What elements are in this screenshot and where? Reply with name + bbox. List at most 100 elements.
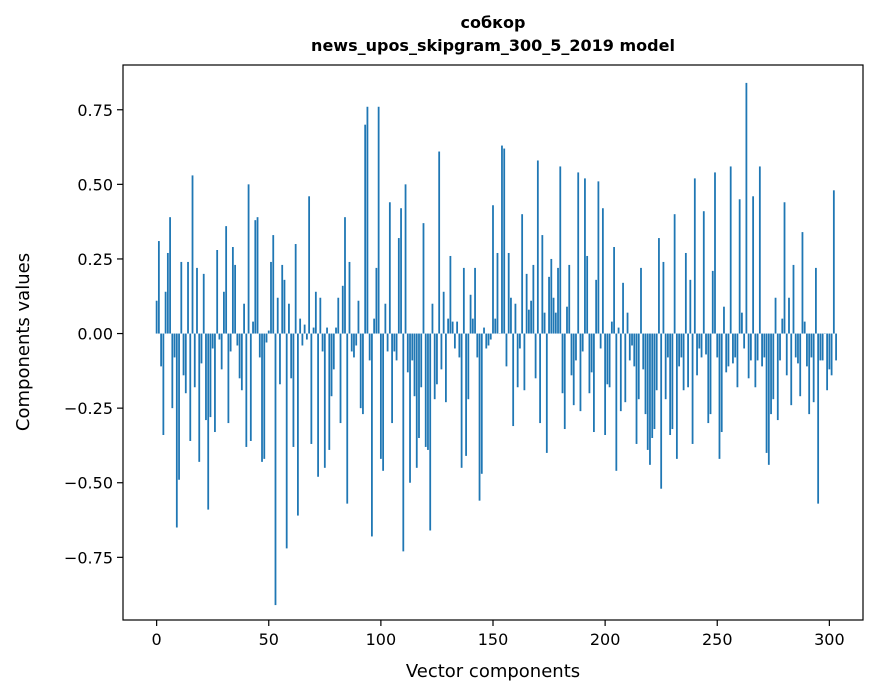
- bar-297: [821, 333, 824, 361]
- bar-253: [723, 306, 725, 334]
- bar-144: [478, 333, 481, 501]
- bar-137: [462, 267, 465, 334]
- bar-3: [162, 333, 165, 435]
- chart-title-line2: news_upos_skipgram_300_5_2019 model: [311, 36, 675, 55]
- bar-90: [357, 300, 360, 334]
- bar-122: [429, 333, 432, 531]
- bar-228: [667, 333, 669, 358]
- bar-283: [790, 333, 793, 406]
- bar-89: [355, 333, 358, 346]
- bar-23: [207, 333, 210, 510]
- bar-290: [806, 333, 808, 367]
- bar-37: [238, 333, 241, 379]
- bar-167: [530, 300, 533, 334]
- bar-117: [418, 333, 420, 438]
- bar-111: [404, 184, 407, 334]
- bar-265: [749, 333, 752, 361]
- bar-285: [794, 333, 797, 358]
- bar-15: [189, 333, 192, 441]
- bar-267: [754, 333, 757, 388]
- bar-260: [738, 199, 741, 334]
- bar-295: [817, 333, 820, 504]
- bar-34: [231, 247, 234, 334]
- bar-197: [597, 181, 600, 334]
- bar-160: [514, 303, 517, 334]
- bar-76: [326, 327, 328, 334]
- bar-230: [671, 333, 674, 430]
- bar-36: [236, 333, 239, 346]
- bar-64: [299, 318, 302, 334]
- bar-39: [243, 303, 245, 334]
- bar-55: [279, 333, 281, 385]
- bar-233: [678, 333, 681, 367]
- bar-119: [422, 223, 425, 334]
- bar-149: [489, 333, 492, 340]
- bar-198: [599, 333, 602, 349]
- bar-56: [281, 264, 284, 334]
- bar-274: [770, 333, 772, 415]
- bar-291: [808, 333, 811, 415]
- bar-133: [453, 333, 456, 349]
- bar-191: [584, 178, 586, 334]
- bar-91: [359, 333, 362, 409]
- bar-199: [601, 208, 604, 334]
- bar-94: [366, 106, 369, 334]
- bar-26: [214, 333, 216, 433]
- bar-239: [691, 333, 694, 444]
- bar-105: [391, 333, 393, 424]
- bar-244: [702, 211, 705, 334]
- bar-164: [523, 333, 526, 391]
- bar-246: [707, 333, 710, 424]
- bar-296: [819, 333, 822, 361]
- bar-78: [330, 333, 333, 397]
- bar-79: [332, 333, 335, 370]
- bar-32: [227, 333, 230, 424]
- bar-204: [613, 247, 615, 334]
- bar-161: [516, 333, 519, 388]
- bar-45: [256, 217, 259, 334]
- bar-120: [424, 333, 427, 447]
- bar-293: [812, 333, 815, 403]
- x-axis-ticks: 0 50 100 150 200 250 300: [152, 620, 845, 649]
- bar-237: [687, 333, 689, 388]
- bar-123: [431, 303, 434, 334]
- bar-114: [411, 333, 414, 361]
- bar-101: [382, 333, 385, 471]
- bar-7: [171, 333, 174, 409]
- bar-212: [631, 333, 633, 346]
- bar-126: [438, 151, 441, 334]
- bar-188: [577, 172, 580, 334]
- bar-49: [265, 333, 268, 343]
- bar-209: [624, 333, 627, 403]
- bar-186: [572, 333, 575, 406]
- bar-4: [164, 291, 167, 334]
- bar-47: [261, 333, 263, 462]
- bar-21: [202, 273, 205, 334]
- bar-85: [346, 333, 349, 504]
- bar-52: [272, 235, 275, 334]
- bar-263: [745, 82, 748, 334]
- bar-68: [308, 196, 311, 334]
- bar-93: [364, 124, 367, 334]
- bar-220: [649, 333, 651, 465]
- bar-196: [595, 279, 598, 334]
- bar-202: [608, 333, 611, 388]
- y-tick-label: −0.50: [64, 474, 113, 493]
- bar-84: [344, 217, 346, 334]
- bar-194: [590, 333, 593, 373]
- bar-254: [725, 333, 728, 373]
- bar-16: [191, 175, 194, 334]
- bar-154: [501, 145, 503, 334]
- bar-29: [220, 333, 223, 370]
- bar-142: [474, 267, 476, 334]
- bar-60: [290, 333, 293, 379]
- bar-115: [413, 333, 416, 397]
- bar-225: [660, 333, 663, 489]
- bar-58: [285, 333, 288, 549]
- bar-234: [680, 333, 683, 358]
- bar-96: [371, 333, 373, 537]
- bar-278: [779, 333, 781, 361]
- bar-238: [689, 279, 692, 334]
- bar-109: [400, 208, 402, 334]
